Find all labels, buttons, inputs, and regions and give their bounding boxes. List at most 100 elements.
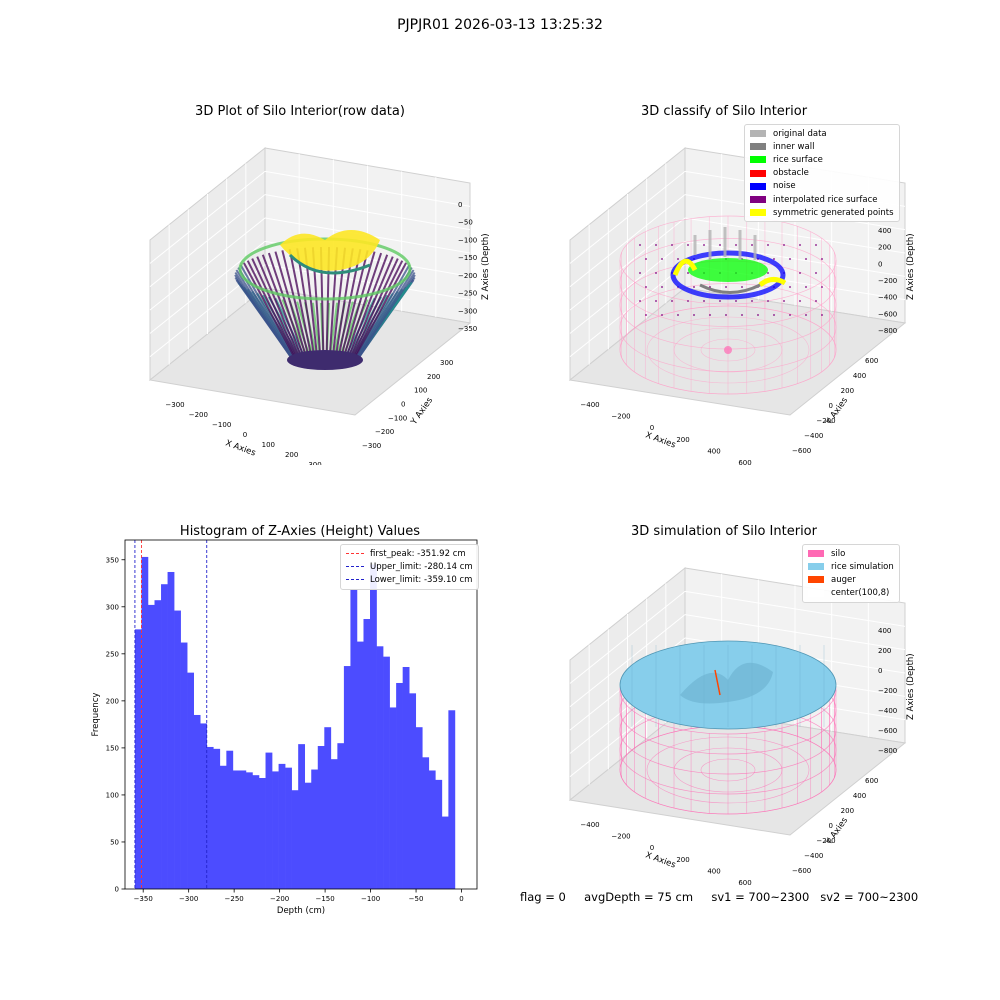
raw-x-tick-label: −300: [165, 401, 184, 409]
status-line: flag = 0 avgDepth = 75 cm sv1 = 700~2300…: [520, 890, 919, 904]
legend-label: silo: [831, 548, 846, 559]
raw-point-column: [281, 250, 312, 364]
histogram-bar: [350, 588, 358, 889]
legend-swatch: [750, 156, 766, 164]
silo-ring: [619, 238, 837, 327]
histogram-title: Histogram of Z-Axies (Height) Values: [179, 524, 421, 539]
silo-floor-ring: [673, 327, 783, 373]
legend-label: original data: [773, 128, 827, 139]
histogram-bar: [291, 790, 299, 889]
legend-entry: inner wall: [750, 140, 894, 153]
interpolated-point: [693, 314, 695, 316]
raw-point-column: [355, 271, 416, 362]
histogram-bar: [239, 770, 247, 889]
interpolated-point: [661, 314, 663, 316]
raw-point-column: [274, 251, 309, 364]
raw-point-column: [243, 262, 298, 362]
interpolated-point: [805, 286, 807, 288]
classify-plot-title: 3D classify of Silo Interior: [640, 104, 808, 119]
silo-floor-ring: [646, 316, 810, 384]
interpolated-point: [821, 286, 823, 288]
histogram-bar: [343, 666, 351, 889]
legend-label: rice simulation: [831, 561, 894, 572]
cls-y-tick-label: −400: [804, 432, 823, 440]
raw-bowl-bottom: [287, 350, 363, 370]
legend-swatch: [750, 209, 766, 217]
silo-floor-ring: [700, 338, 756, 362]
interpolated-point: [677, 258, 679, 260]
legend-entry: auger: [808, 573, 894, 586]
raw-ticks: −300−200−10001002003003002001000−100−200…: [165, 201, 491, 465]
legend-entry: noise: [750, 180, 894, 193]
y-tick-label: 350: [106, 556, 119, 564]
interpolated-point: [661, 286, 663, 288]
histogram-bar: [448, 710, 456, 889]
raw-x-tick-label: −100: [212, 421, 231, 429]
auger-marker: [714, 669, 721, 696]
interpolated-point: [789, 258, 791, 260]
figure-title: PJPJR01 2026-03-13 13:25:32: [397, 17, 603, 33]
histogram-bar: [389, 707, 397, 889]
histogram-bar: [167, 571, 175, 889]
raw-rim: [238, 237, 412, 301]
sim-x-tick-label: 0: [650, 844, 654, 852]
sim-y-axis-label: Y Axies: [824, 815, 851, 847]
interpolated-point: [751, 300, 753, 302]
interpolated-point: [687, 244, 689, 246]
histogram-bar: [206, 746, 214, 889]
cls-x-tick-label: 200: [676, 436, 689, 444]
interpolated-point: [741, 286, 743, 288]
raw-y-tick-label: 100: [414, 387, 427, 395]
interpolated-point: [645, 314, 647, 316]
histogram-bar: [193, 714, 201, 889]
cls-z-tick-label: 400: [878, 227, 891, 235]
legend-entry: center(100,8): [808, 587, 894, 600]
histogram-bars: [134, 556, 456, 889]
raw-point-column: [251, 258, 301, 363]
cls-z-tick-label: 0: [878, 260, 882, 268]
raw-point-column: [246, 260, 299, 363]
histogram-bar: [219, 765, 227, 889]
raw-z-tick-label: 0: [458, 201, 462, 209]
raw-axes-box: [148, 146, 472, 416]
histogram-bar: [337, 743, 345, 889]
raw-y-tick-label: 200: [427, 373, 440, 381]
histogram-bar: [376, 646, 384, 889]
raw-z-tick-label: −250: [458, 290, 477, 298]
sim-z-tick-label: 0: [878, 667, 882, 675]
raw-y-tick-label: 0: [401, 401, 405, 409]
sim-z-axis-label: Z Axies (Depth): [906, 653, 916, 720]
interpolated-point: [805, 314, 807, 316]
raw-point-column: [349, 258, 399, 363]
silo-floor-ring: [673, 747, 783, 793]
raw-y-tick-label: −100: [388, 414, 407, 422]
interpolated-point: [703, 300, 705, 302]
legend-label: auger: [831, 574, 856, 585]
sim-y-tick-label: 200: [841, 807, 854, 815]
interpolated-point: [767, 244, 769, 246]
simulation-plot-title: 3D simulation of Silo Interior: [631, 524, 817, 539]
sim-z-tick-label: −400: [878, 707, 897, 715]
sim-y-tick-label: −600: [792, 867, 811, 875]
classify-points: [639, 227, 823, 354]
interpolated-point: [703, 244, 705, 246]
legend-entry: original data: [750, 127, 894, 140]
histogram-bar: [265, 752, 273, 889]
legend-entry: Lower_limit: -359.10 cm: [346, 573, 473, 586]
y-tick-label: 0: [115, 886, 119, 894]
raw-point-column: [288, 249, 314, 364]
x-tick-label: −250: [225, 895, 244, 903]
interpolated-point: [687, 272, 689, 274]
raw-point-column: [296, 248, 317, 364]
legend-entry: interpolated rice surface: [750, 193, 894, 206]
cls-z-tick-label: −800: [878, 327, 897, 335]
histogram-bar: [304, 782, 312, 889]
histogram-bar: [213, 748, 221, 889]
interpolated-point: [655, 244, 657, 246]
interpolated-point: [639, 272, 641, 274]
y-tick-label: 150: [106, 744, 119, 752]
cls-y-tick-label: −200: [816, 417, 835, 425]
legend-label: rice surface: [773, 154, 823, 165]
histogram-bar: [370, 564, 377, 889]
cls-x-axis-label: X Axies: [644, 430, 677, 450]
